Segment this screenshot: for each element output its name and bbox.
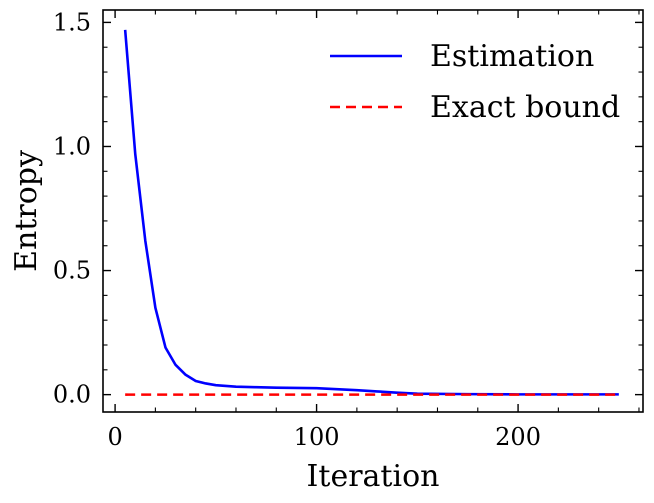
series-line-1 (123, 29, 619, 396)
y-tick-label: 1.0 (53, 132, 91, 160)
x-axis-title: Iteration (307, 459, 440, 494)
y-tick-label: 0.5 (53, 257, 91, 285)
legend-label-1: Estimation (430, 39, 594, 74)
y-tick-label: 1.5 (53, 8, 91, 36)
y-tick-label: 0.0 (53, 381, 91, 409)
x-tick-label: 100 (294, 423, 340, 451)
y-axis-title: Entropy (9, 150, 44, 272)
x-tick-label: 0 (107, 423, 122, 451)
x-tick-label: 200 (495, 423, 541, 451)
legend: Estimation Exact bound (330, 39, 620, 125)
legend-label-2: Exact bound (430, 90, 620, 125)
plot-frame (102, 9, 644, 413)
